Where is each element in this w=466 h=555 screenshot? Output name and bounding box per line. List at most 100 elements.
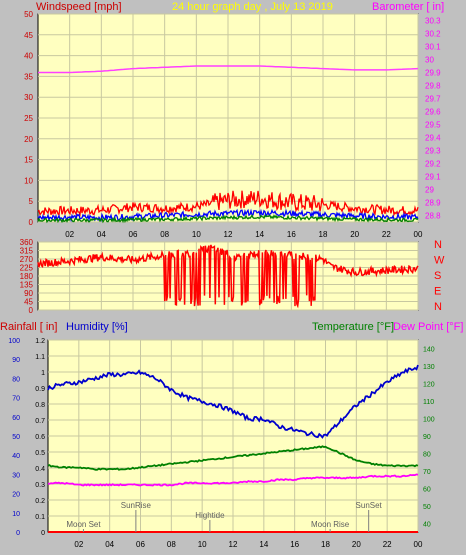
humidity-tick-label: 0	[16, 530, 20, 537]
compass-letter: E	[434, 286, 441, 298]
rainfall-tick-label: 0.1	[35, 514, 45, 521]
thermo-x-tick-label: 22	[383, 540, 392, 549]
thermo-x-tick-label: 04	[105, 540, 114, 549]
wind-x-tick-label: 14	[255, 230, 264, 239]
temperature-tick-label: 90	[423, 434, 431, 441]
barometer-tick-label: 30.3	[425, 17, 441, 26]
thermo-x-tick-label: 06	[136, 540, 145, 549]
barometer-tick-label: 29.9	[425, 69, 441, 78]
temperature-tick-label: 50	[423, 504, 431, 511]
barometer-tick-label: 29.3	[425, 147, 441, 156]
wind-x-tick-label: 18	[319, 230, 328, 239]
humidity-axis-title: Humidity [%]	[66, 321, 128, 333]
thermo-x-tick-label: 20	[352, 540, 361, 549]
barometer-series-line	[38, 65, 419, 74]
rainfall-tick-label: 0.9	[35, 386, 45, 393]
barometer-tick-label: 28.9	[425, 199, 441, 208]
wind-x-tick-label: 12	[224, 230, 233, 239]
rainfall-tick-label: 0.6	[35, 434, 45, 441]
rainfall-tick-label: 0.8	[35, 402, 45, 409]
windspeed-tick-label: 15	[24, 156, 33, 165]
barometer-tick-label: 29.8	[425, 82, 441, 91]
thermo-x-tick-label: 08	[167, 540, 176, 549]
rainfall-tick-label: 0.4	[35, 466, 45, 473]
event-label: Moon Set	[66, 520, 101, 529]
windspeed-tick-label: 25	[24, 114, 33, 123]
direction-tick-label: 270	[20, 255, 34, 264]
temperature-tick-label: 80	[423, 451, 431, 458]
temperature-series-line	[47, 445, 419, 471]
windspeed-tick-label: 40	[24, 52, 33, 61]
direction-tick-label: 135	[20, 281, 34, 290]
rainfall-tick-label: 0.2	[35, 498, 45, 505]
barometer-tick-label: 30.2	[425, 30, 441, 39]
humidity-series-line	[47, 364, 419, 439]
barometer-tick-label: 29.4	[425, 134, 441, 143]
windspeed-tick-label: 20	[24, 135, 33, 144]
rainfall-tick-label: 0	[41, 530, 45, 537]
event-label: Moon Rise	[311, 520, 350, 529]
barometer-tick-label: 30	[425, 56, 434, 65]
direction-tick-label: 90	[24, 289, 33, 298]
direction-tick-label: 180	[20, 272, 34, 281]
temperature-axis-title: Temperature [°F]	[312, 321, 394, 333]
barometer-tick-label: 29	[425, 186, 434, 195]
event-label: Hightide	[195, 511, 225, 520]
humidity-tick-label: 30	[12, 472, 20, 479]
barometer-tick-label: 29.7	[425, 95, 441, 104]
direction-tick-label: 0	[29, 306, 34, 315]
rainfall-tick-label: 1	[41, 370, 45, 377]
wind-x-tick-label: 10	[192, 230, 201, 239]
thermo-x-tick-label: 10	[198, 540, 207, 549]
windspeed-tick-label: 10	[24, 176, 33, 185]
compass-letter: S	[434, 270, 441, 282]
event-label: SunRise	[121, 501, 152, 510]
compass-letter: W	[434, 255, 445, 267]
windspeed-tick-label: 50	[24, 10, 33, 19]
rainfall-axis-title: Rainfall [ in]	[0, 321, 57, 333]
windspeed-tick-label: 0	[29, 218, 34, 227]
wind-x-tick-label: 06	[129, 230, 138, 239]
barometer-axis-title: Barometer [ in]	[372, 1, 444, 13]
humidity-tick-label: 70	[12, 396, 20, 403]
temperature-tick-label: 140	[423, 347, 435, 354]
thermo-x-tick-label: 16	[290, 540, 299, 549]
rainfall-tick-label: 1.1	[35, 354, 45, 361]
humidity-tick-label: 40	[12, 453, 20, 460]
temperature-tick-label: 120	[423, 382, 435, 389]
wind_low-series-line	[37, 214, 419, 224]
windspeed-axis-title: Windspeed [mph]	[36, 1, 122, 13]
temperature-tick-label: 40	[423, 521, 431, 528]
wind-x-tick-label: 02	[65, 230, 74, 239]
thermo-x-tick-label: 12	[229, 540, 238, 549]
windspeed-tick-label: 35	[24, 72, 33, 81]
humidity-tick-label: 50	[12, 434, 20, 441]
temperature-tick-label: 110	[423, 399, 434, 406]
windspeed-tick-label: 45	[24, 31, 33, 40]
wind-x-tick-label: 08	[160, 230, 169, 239]
direction-tick-label: 45	[24, 298, 33, 307]
thermo-x-tick-label: 18	[321, 540, 330, 549]
temperature-tick-label: 100	[423, 417, 435, 424]
wind-x-tick-label: 20	[350, 230, 359, 239]
humidity-tick-label: 10	[12, 511, 20, 518]
humidity-tick-label: 80	[12, 376, 20, 383]
rainfall-tick-label: 0.3	[35, 482, 45, 489]
dewpoint-series-line	[47, 473, 419, 487]
direction-tick-label: 315	[20, 247, 34, 256]
humidity-tick-label: 100	[8, 338, 20, 345]
rainfall-tick-label: 0.5	[35, 450, 45, 457]
rainfall-tick-label: 0.7	[35, 418, 45, 425]
barometer-tick-label: 30.1	[425, 43, 441, 52]
temperature-tick-label: 70	[423, 469, 431, 476]
compass-letter: N	[434, 301, 442, 313]
dewpoint-axis-title: Dew Point [°F]	[393, 321, 463, 333]
wind-x-tick-label: 22	[382, 230, 391, 239]
temperature-tick-label: 130	[423, 364, 435, 371]
direction-tick-label: 360	[20, 238, 34, 247]
barometer-tick-label: 29.6	[425, 108, 441, 117]
wind-x-tick-label: 04	[97, 230, 106, 239]
windspeed-tick-label: 5	[29, 197, 34, 206]
